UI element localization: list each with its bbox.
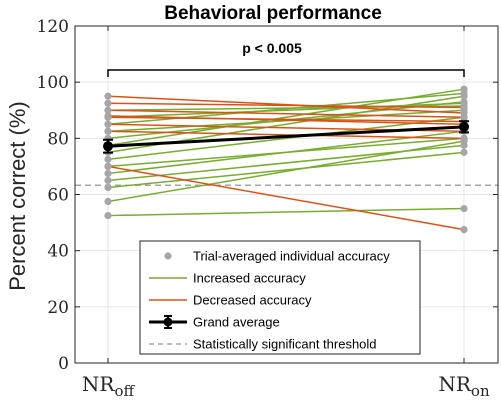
significance-bracket bbox=[107, 69, 465, 77]
individual-accuracy-point bbox=[104, 120, 112, 128]
individual-accuracy-point bbox=[104, 106, 112, 114]
individual-accuracy-point bbox=[104, 127, 112, 135]
legend-label-dots: Trial-averaged individual accuracy bbox=[193, 249, 390, 264]
legend-grand-point bbox=[163, 317, 173, 327]
individual-accuracy-point bbox=[460, 148, 468, 156]
legend-label-increased: Increased accuracy bbox=[193, 271, 306, 286]
individual-accuracy-point bbox=[104, 169, 112, 178]
decreased-accuracy-line bbox=[107, 102, 465, 109]
decreased-accuracy-line bbox=[107, 109, 465, 119]
x-tick-label: NRon bbox=[438, 372, 490, 400]
y-axis-label: Percent correct (%) bbox=[5, 101, 30, 291]
legend-dot-sample bbox=[164, 252, 172, 260]
individual-accuracy-point bbox=[460, 134, 468, 142]
decreased-accuracy-line bbox=[107, 165, 465, 231]
individual-accuracy-point bbox=[104, 211, 112, 220]
increased-accuracy-line bbox=[107, 116, 465, 161]
increased-accuracy-line bbox=[107, 144, 465, 182]
decreased-accuracy-line bbox=[107, 130, 465, 140]
increased-accuracy-line bbox=[107, 151, 465, 189]
x-tick-label: NRoff bbox=[82, 372, 136, 400]
legend-label-grand: Grand average bbox=[193, 315, 280, 330]
grand-average-point bbox=[459, 121, 469, 132]
increased-accuracy-line bbox=[107, 207, 465, 217]
significance-label: p < 0.005 bbox=[242, 40, 302, 56]
individual-accuracy-point bbox=[460, 141, 468, 149]
individual-accuracy-point bbox=[460, 89, 468, 97]
increased-accuracy-line bbox=[107, 137, 465, 168]
grand-average-line bbox=[107, 125, 465, 148]
individual-accuracy-point bbox=[460, 103, 468, 112]
individual-accuracy-point bbox=[104, 155, 112, 163]
y-tick-label: 0 bbox=[58, 354, 69, 374]
decreased-accuracy-line bbox=[107, 116, 465, 123]
y-tick-label: 40 bbox=[47, 242, 69, 262]
chart-title: Behavioral performance bbox=[164, 3, 382, 24]
individual-accuracy-point bbox=[104, 92, 112, 100]
y-tick-label: 120 bbox=[37, 17, 69, 37]
increased-accuracy-line bbox=[107, 102, 465, 119]
individual-accuracy-point bbox=[460, 204, 468, 213]
y-tick-label: 60 bbox=[47, 186, 69, 206]
y-tick-label: 20 bbox=[47, 298, 69, 318]
individual-accuracy-point bbox=[104, 176, 112, 185]
individual-accuracy-point bbox=[104, 197, 112, 206]
individual-accuracy-point bbox=[104, 183, 112, 192]
individual-accuracy-point bbox=[104, 113, 112, 121]
y-tick-label: 100 bbox=[37, 73, 69, 93]
y-tick-label: 80 bbox=[47, 129, 69, 149]
legend-box bbox=[139, 240, 421, 355]
individual-accuracy-point bbox=[104, 99, 112, 107]
grand-average-point bbox=[103, 141, 113, 152]
individual-accuracy-point bbox=[104, 162, 112, 171]
individual-accuracy-point bbox=[460, 226, 468, 234]
legend-label-decreased: Decreased accuracy bbox=[193, 293, 312, 308]
legend-label-threshold: Statistically significant threshold bbox=[193, 337, 377, 352]
